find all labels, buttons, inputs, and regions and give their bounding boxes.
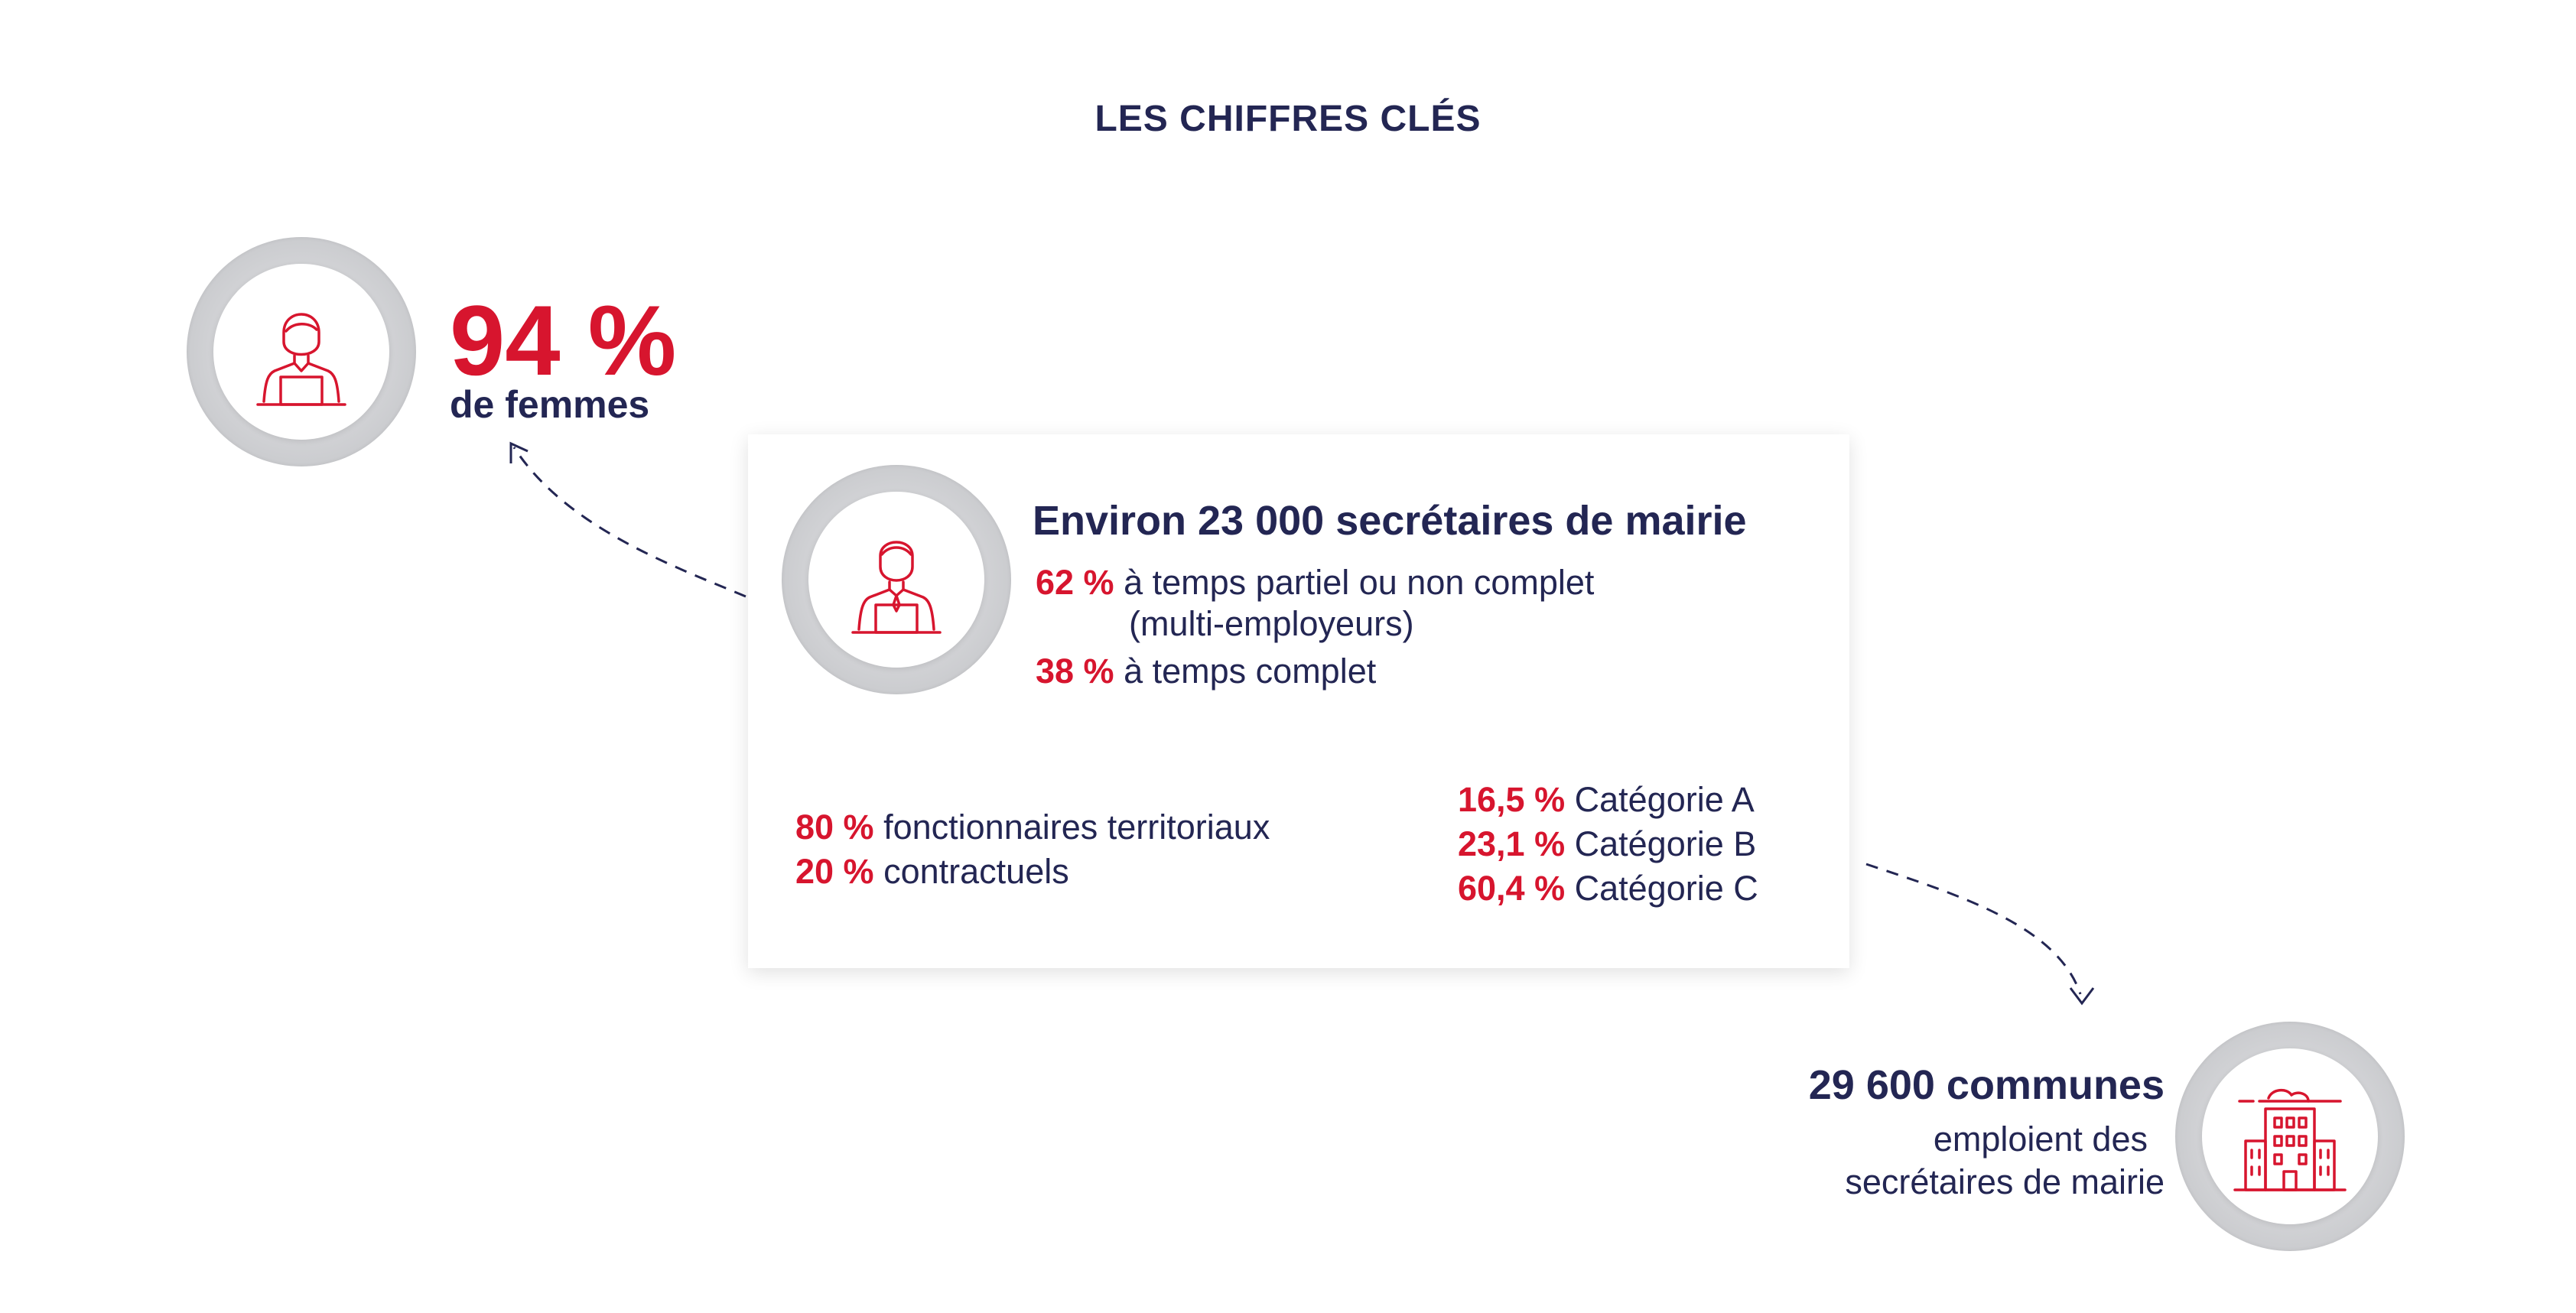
status-pct-2: 20 % <box>795 852 874 891</box>
man-at-desk-icon <box>851 541 942 634</box>
status-line-1: 80 % fonctionnaires territoriaux <box>795 808 1270 847</box>
women-label: de femmes <box>450 383 650 426</box>
card-title: Environ 23 000 secrétaires de mairie <box>1033 498 1747 544</box>
woman-at-desk-icon <box>256 313 346 406</box>
communes-line-2: secrétaires de mairie <box>1845 1162 2165 1201</box>
time-line-1: 62 % à temps partiel ou non complet <box>1036 563 1594 603</box>
time-text-2: (multi-employeurs) <box>1129 604 1414 643</box>
category-text-a: Catégorie A <box>1574 780 1755 819</box>
status-line-2: 20 % contractuels <box>795 852 1069 892</box>
category-text-b: Catégorie B <box>1574 824 1757 863</box>
man-icon-ring <box>782 465 1011 694</box>
category-line-b: 23,1 % Catégorie B <box>1458 824 1756 864</box>
time-text-1: à temps partiel ou non complet <box>1124 563 1595 602</box>
communes-block: 29 600 communes emploient des secrétaire… <box>1637 1061 2165 1202</box>
page-title: LES CHIFFRES CLÉS <box>1094 99 1482 139</box>
arrow-card-to-communes <box>1865 863 2082 995</box>
time-text-3: à temps complet <box>1124 652 1377 691</box>
secretaries-card: Environ 23 000 secrétaires de mairie 62 … <box>748 434 1849 968</box>
building-icon-ring <box>2175 1022 2405 1251</box>
time-line-2: (multi-employeurs) <box>1129 604 1414 644</box>
communes-value: 29 600 communes <box>1808 1062 2165 1108</box>
arrowhead-communes <box>2069 987 2095 1006</box>
category-line-a: 16,5 % Catégorie A <box>1458 780 1755 820</box>
time-pct-1: 62 % <box>1036 563 1114 602</box>
communes-line-1: emploient des <box>1933 1120 2148 1159</box>
time-pct-3: 38 % <box>1036 652 1114 691</box>
status-text-2: contractuels <box>883 852 1069 891</box>
category-pct-a: 16,5 % <box>1458 780 1566 819</box>
category-text-c: Catégorie C <box>1574 869 1758 908</box>
arrow-card-to-women <box>512 447 746 598</box>
women-percentage: 94 % <box>450 284 677 396</box>
category-pct-b: 23,1 % <box>1458 824 1566 863</box>
town-hall-building-icon <box>2233 1088 2347 1191</box>
status-text-1: fonctionnaires territoriaux <box>883 808 1270 847</box>
category-pct-c: 60,4 % <box>1458 869 1566 908</box>
women-icon-ring <box>187 237 416 466</box>
time-line-3: 38 % à temps complet <box>1036 652 1376 691</box>
category-line-c: 60,4 % Catégorie C <box>1458 869 1758 908</box>
arrowhead-women <box>509 441 529 463</box>
status-pct-1: 80 % <box>795 808 874 847</box>
